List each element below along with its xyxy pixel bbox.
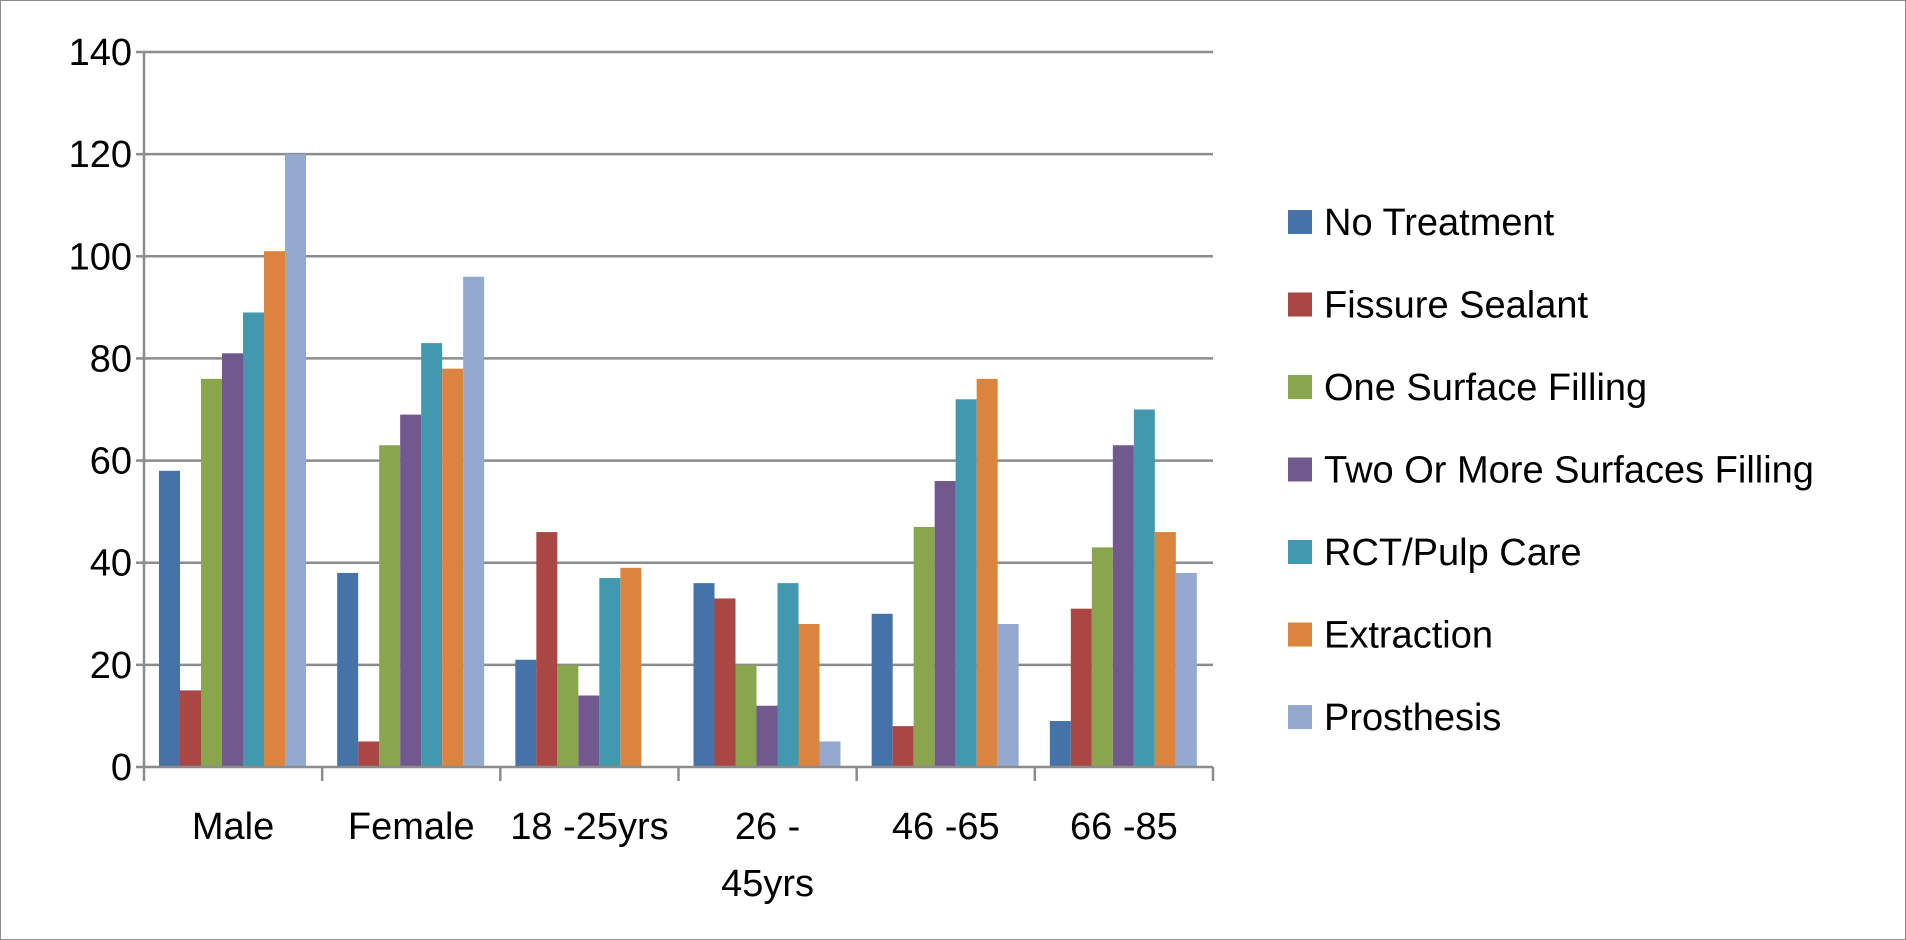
- bar: [1133, 409, 1155, 767]
- bar: [536, 532, 558, 767]
- bar: [620, 567, 642, 767]
- bar: [1112, 445, 1134, 767]
- x-tick-label: 18 -25yrs: [510, 806, 668, 848]
- bar: [1049, 721, 1071, 767]
- legend-label: Two Or More Surfaces Filling: [1324, 450, 1814, 492]
- legend-label: RCT/Pulp Care: [1324, 532, 1582, 574]
- axes: 0 20 40 60 80 100 120 140 Male Female 18 -25yrs 26 …: [69, 32, 1215, 905]
- y-tick-label: 100: [69, 236, 132, 278]
- bar: [777, 583, 799, 767]
- x-tick-label: 66 -85: [1070, 806, 1178, 848]
- y-tick-label: 80: [90, 338, 132, 380]
- legend: No Treatment Fissure Sealant One Surface F…: [1288, 202, 1814, 739]
- legend-swatch: [1288, 375, 1312, 399]
- legend-swatch: [1288, 622, 1312, 647]
- bar: [714, 598, 736, 767]
- bar: [1175, 572, 1197, 767]
- bar: [798, 624, 820, 767]
- bar: [180, 690, 201, 767]
- bar: [997, 624, 1019, 767]
- bar: [515, 659, 537, 767]
- bar: [337, 572, 359, 767]
- legend-swatch: [1288, 292, 1312, 317]
- x-tick-label: Male: [192, 806, 274, 848]
- bar: [463, 276, 485, 767]
- legend-label: Fissure Sealant: [1324, 285, 1588, 327]
- legend-label: No Treatment: [1324, 202, 1555, 244]
- legend-swatch: [1288, 457, 1312, 482]
- x-tick-label: 26 -45yrs: [721, 806, 814, 905]
- bar: [955, 399, 977, 767]
- bar: [285, 154, 306, 768]
- bar: [819, 741, 841, 767]
- bar: [735, 664, 757, 767]
- y-tick-label: 40: [90, 543, 132, 585]
- bar: [379, 445, 401, 767]
- bar: [442, 368, 464, 767]
- bar: [599, 578, 621, 767]
- bar: [871, 613, 893, 767]
- gridlines: [144, 50, 1213, 667]
- bar: [1091, 547, 1113, 767]
- x-tick-label: 46 -65: [892, 806, 1000, 848]
- y-tick-label: 120: [69, 134, 132, 176]
- legend-swatch: [1288, 540, 1312, 564]
- y-tick-label: 0: [111, 747, 132, 789]
- legend-label: Extraction: [1324, 615, 1493, 657]
- legend-swatch: [1288, 705, 1312, 729]
- bar: [1154, 532, 1176, 767]
- legend-label: Prosthesis: [1324, 697, 1501, 739]
- x-tick-label: Female: [348, 806, 475, 848]
- y-tick-label: 60: [90, 441, 132, 483]
- bar: [421, 343, 443, 767]
- y-tick-label: 20: [90, 645, 132, 687]
- bar: [934, 481, 956, 767]
- bar: [578, 695, 600, 767]
- y-tick-label: 140: [69, 32, 132, 74]
- bar: [756, 705, 778, 767]
- legend-swatch: [1288, 210, 1312, 234]
- bar: [358, 741, 380, 767]
- bar: [693, 583, 715, 767]
- bar: [976, 378, 998, 767]
- bar: [400, 414, 422, 767]
- bars: [159, 154, 1197, 768]
- legend-label: One Surface Filling: [1324, 367, 1647, 409]
- bar: [264, 251, 285, 767]
- bar: [243, 312, 264, 767]
- bar: [201, 378, 222, 767]
- bar: [222, 353, 243, 767]
- bar: [913, 526, 935, 767]
- bar: [159, 470, 180, 767]
- bar: [892, 726, 914, 767]
- bar: [1070, 608, 1092, 767]
- bar: [557, 664, 579, 767]
